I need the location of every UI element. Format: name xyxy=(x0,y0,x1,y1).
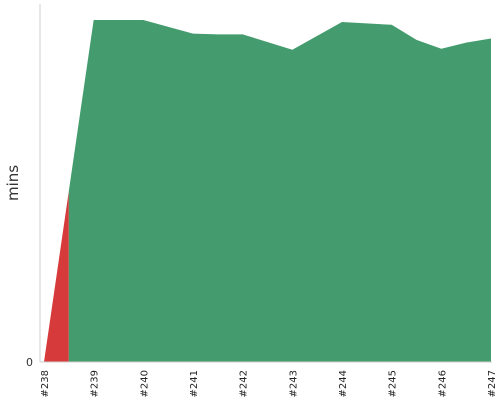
x-tick-label: #240 xyxy=(139,370,150,397)
area-passed xyxy=(68,20,491,362)
x-tick-label: #244 xyxy=(338,370,349,397)
x-tick-label: #245 xyxy=(388,370,399,397)
x-tick-label: #238 xyxy=(40,370,51,397)
y-axis-label: mins xyxy=(4,165,22,201)
x-tick-label: #239 xyxy=(90,370,101,397)
area-failed xyxy=(44,191,69,362)
x-tick-label: #243 xyxy=(288,370,299,397)
x-tick-label: #242 xyxy=(239,370,250,397)
y-tick-label: 0 xyxy=(26,356,33,369)
area-series-group xyxy=(44,20,491,362)
x-tick-label: #247 xyxy=(487,370,498,397)
x-tick-labels: #238 #239 #240 #241 #242 #243 #244 #245 #246 #247 xyxy=(40,370,498,397)
x-tick-label: #246 xyxy=(437,370,448,397)
x-tick-label: #241 xyxy=(189,370,200,397)
y-tick-labels: 0 xyxy=(26,356,33,369)
